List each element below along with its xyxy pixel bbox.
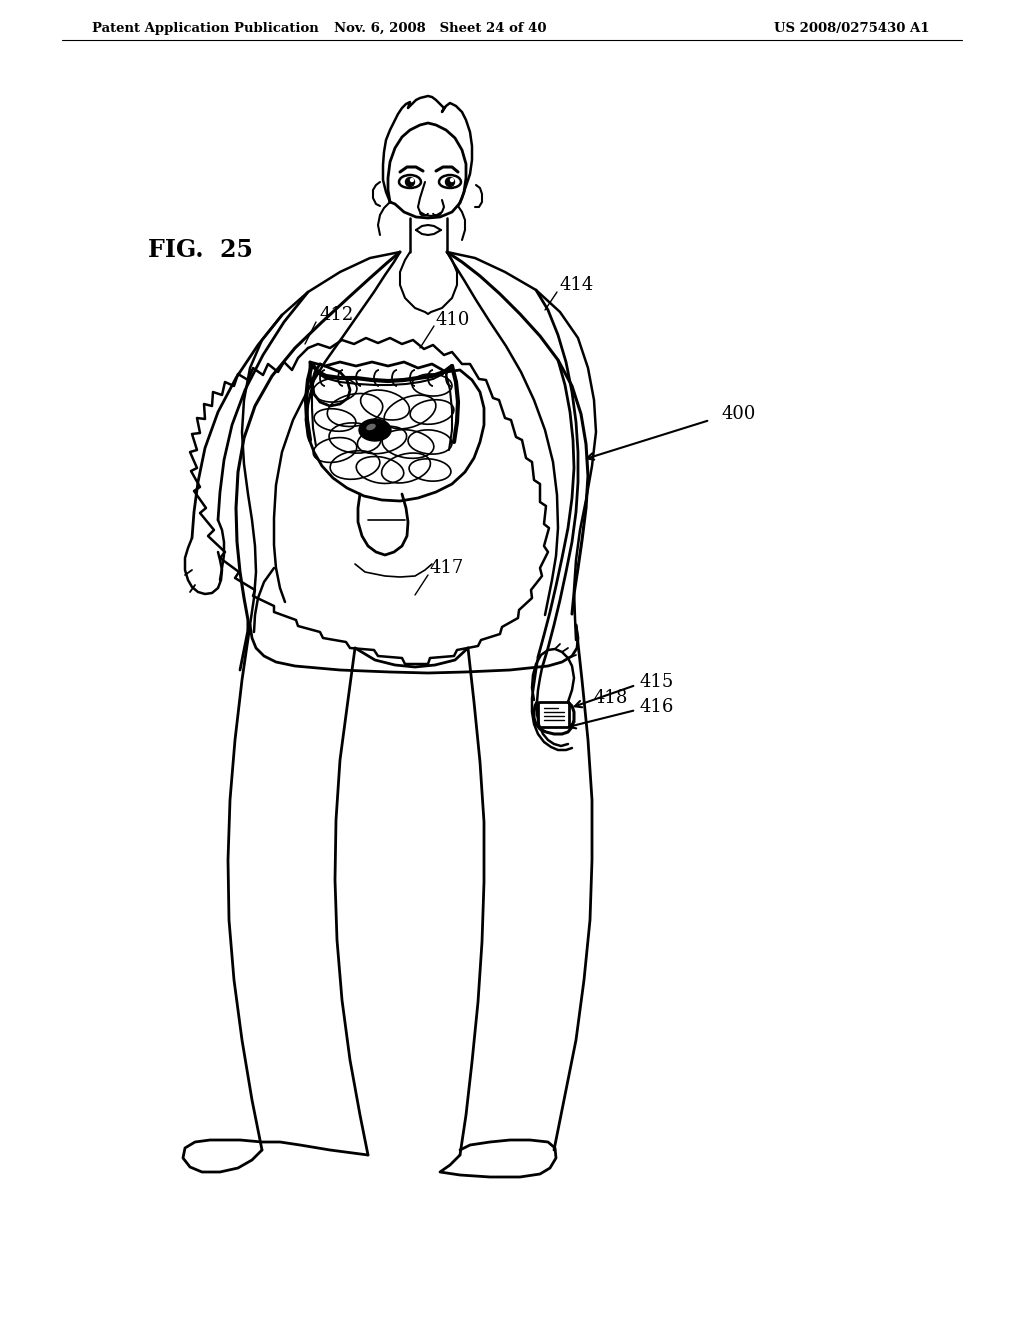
Text: 415: 415 (640, 673, 674, 690)
Text: 416: 416 (640, 698, 675, 715)
Circle shape (411, 178, 414, 181)
Text: Nov. 6, 2008   Sheet 24 of 40: Nov. 6, 2008 Sheet 24 of 40 (334, 22, 546, 36)
Text: 414: 414 (560, 276, 594, 294)
Text: FIG.  25: FIG. 25 (148, 238, 253, 261)
Text: US 2008/0275430 A1: US 2008/0275430 A1 (774, 22, 930, 36)
Text: 412: 412 (319, 306, 354, 323)
Ellipse shape (367, 424, 376, 430)
Circle shape (445, 177, 455, 186)
Text: 410: 410 (436, 312, 470, 329)
Text: 417: 417 (430, 558, 464, 577)
Circle shape (451, 178, 454, 181)
FancyBboxPatch shape (539, 702, 569, 727)
Text: Patent Application Publication: Patent Application Publication (92, 22, 318, 36)
Text: 418: 418 (594, 689, 629, 708)
Circle shape (406, 177, 415, 186)
Text: 400: 400 (722, 405, 757, 422)
Ellipse shape (359, 418, 391, 441)
